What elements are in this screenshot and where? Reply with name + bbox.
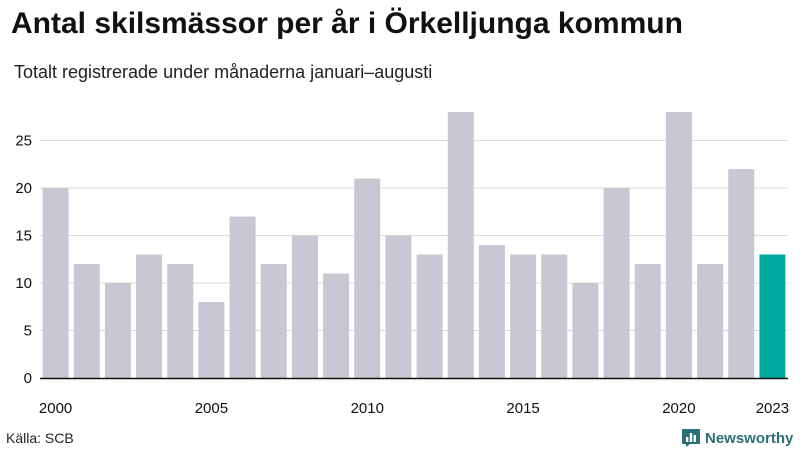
bar-2008 [291,235,318,378]
y-tick-label: 10 [15,275,32,292]
bar-2005 [198,302,225,378]
bar-2009 [323,273,350,378]
newsworthy-logo-icon [682,429,700,447]
x-tick-label: 2005 [195,400,228,417]
y-tick-label: 20 [15,180,32,197]
gridlines [40,140,788,331]
chart-subtitle: Totalt registrerade under månaderna janu… [14,62,433,82]
bar-2016 [541,254,568,378]
x-axis-tick-labels: 2000 2005 2010 2015 2020 2023 [39,400,789,417]
x-tick-label: 2000 [39,400,72,417]
bar-2004 [167,264,194,378]
bar-2018 [603,188,630,378]
bar-2023 [759,254,786,378]
bars [42,112,786,378]
bar-2014 [478,245,505,378]
y-tick-label: 0 [24,370,32,387]
bar-2012 [416,254,443,378]
y-axis-tick-labels: 0 5 10 15 20 25 [15,133,32,388]
brand-logo: Newsworthy [681,427,793,449]
x-tick-label: 2020 [662,400,695,417]
x-tick-label: 2023 [756,400,789,417]
bar-2021 [697,264,724,378]
x-tick-label: 2015 [506,400,539,417]
bar-2015 [510,254,537,378]
brand-name: Newsworthy [705,429,794,447]
bar-2010 [354,178,381,378]
source-note: Källa: SCB [6,430,74,446]
bar-2002 [104,283,131,378]
x-tick-label: 2010 [351,400,384,417]
bar-2022 [728,169,755,378]
bar-2011 [385,235,412,378]
bar-2007 [260,264,287,378]
bar-2001 [73,264,100,378]
bar-2013 [447,112,474,378]
bar-2000 [42,188,69,378]
bar-2003 [136,254,163,378]
bar-2019 [634,264,661,378]
bar-2017 [572,283,599,378]
y-tick-label: 15 [15,228,32,245]
chart-title: Antal skilsmässor per år i Örkelljunga k… [11,7,683,40]
bar-2020 [665,112,692,378]
y-tick-label: 5 [24,323,32,340]
bar-2006 [229,216,256,378]
y-tick-label: 25 [15,133,32,150]
